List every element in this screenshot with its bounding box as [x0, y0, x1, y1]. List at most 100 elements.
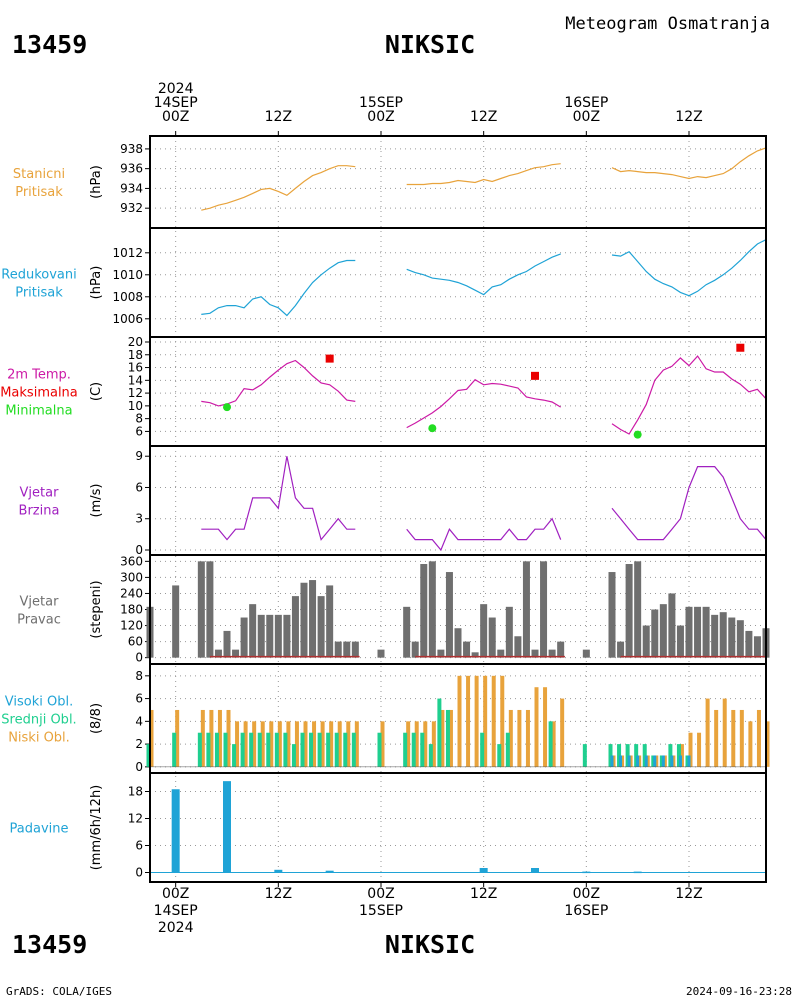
time-label-bottom: 00Z — [367, 886, 394, 902]
series-line — [201, 359, 356, 407]
panel-label: Redukovani — [1, 268, 76, 283]
wind-dir-bar — [736, 620, 744, 658]
y-tick-label: 14 — [128, 373, 143, 387]
tmin-marker — [223, 403, 231, 412]
y-tick-label: 300 — [120, 570, 143, 584]
cloud-bar — [146, 744, 151, 767]
wind-dir-bar — [351, 641, 359, 658]
y-tick-label: 4 — [135, 714, 143, 728]
cloud-bar — [517, 709, 522, 767]
cloud-bar — [303, 721, 308, 767]
cloud-bar — [644, 755, 648, 767]
wind-dir-bar — [172, 585, 180, 658]
wind-dir-bar — [582, 649, 590, 658]
y-tick-label: 240 — [120, 586, 143, 600]
y-axis-label: (mm/6h/12h) — [89, 785, 104, 871]
cloud-bar — [423, 721, 428, 767]
cloud-bar — [440, 709, 445, 767]
wind-dir-bar — [557, 641, 565, 658]
wind-dir-bar — [249, 604, 257, 658]
series-line — [406, 517, 562, 552]
panel-frame — [149, 772, 767, 883]
precip-bar — [531, 868, 539, 873]
panel-wind_direction: 0 60 120 180 240 300 360 (stepeni) Vjetar Pravac — [17, 554, 770, 665]
cloud-bar — [457, 675, 462, 767]
time-label-top: 12Z — [470, 109, 497, 125]
cloud-bar — [678, 755, 682, 767]
panel-label: Pritisak — [15, 286, 63, 301]
cloud-bar — [560, 698, 565, 767]
wind-dir-bar — [505, 606, 513, 658]
time-label-bottom: 00Z — [162, 886, 189, 902]
time-label-bottom: 14SEP — [154, 903, 198, 919]
series-line — [611, 355, 767, 435]
cloud-bar — [500, 675, 505, 767]
cloud-bar — [149, 709, 154, 767]
cloud-bar — [619, 755, 623, 767]
cloud-bar — [582, 744, 587, 767]
y-tick-label: 1012 — [112, 246, 143, 260]
precip-bar — [325, 870, 334, 873]
cloud-bar — [688, 732, 693, 767]
cloud-bar — [466, 675, 471, 767]
cloud-bar — [534, 687, 539, 767]
wind-dir-bar — [403, 606, 411, 658]
series-line — [611, 147, 767, 180]
wind-dir-bar — [420, 564, 428, 658]
cloud-bar — [687, 755, 691, 767]
station-name-top: NIKSIC — [384, 30, 476, 59]
cloud-bar — [714, 709, 719, 767]
y-axis-label: (hPa) — [89, 266, 104, 300]
cloud-bar — [722, 698, 727, 767]
cloud-bar — [437, 698, 442, 767]
y-axis-label: (hPa) — [89, 165, 104, 199]
wind-dir-bar — [676, 625, 684, 658]
cloud-bar — [448, 709, 453, 767]
cloud-bar — [260, 721, 265, 767]
cloud-bar — [320, 721, 325, 767]
wind-dir-bar — [283, 614, 291, 658]
wind-dir-bar — [214, 649, 222, 658]
time-label-bottom: 15SEP — [359, 903, 403, 919]
series-line — [201, 165, 356, 211]
y-tick-label: 1006 — [112, 312, 143, 326]
cloud-bar — [232, 744, 237, 767]
panel-label: Minimalna — [5, 404, 72, 419]
y-axis-label: (stepeni) — [89, 580, 104, 638]
panel-station_pressure: 932 934 936 938 (hPa) Stanicni Pritisak — [13, 135, 767, 229]
wind-dir-bar — [522, 561, 530, 658]
wind-dir-bar — [463, 641, 471, 658]
cloud-bar — [291, 744, 296, 767]
cloud-bar — [739, 709, 744, 767]
cloud-bar — [274, 732, 279, 767]
panel-label: Vjetar — [20, 486, 60, 501]
y-tick-label: 8 — [135, 412, 143, 426]
wind-dir-bar — [334, 641, 342, 658]
cloud-bar — [197, 732, 202, 767]
cloud-bar — [548, 721, 553, 767]
station-id-bottom: 13459 — [12, 930, 88, 959]
cloud-bar — [223, 732, 228, 767]
time-label-bottom: 00Z — [573, 886, 600, 902]
wind-dir-bar — [617, 641, 625, 658]
panel-precipitation: 0 6 12 18 (mm/6h/12h) Padavine — [10, 772, 767, 883]
wind-dir-bar — [659, 604, 667, 658]
wind-dir-bar — [445, 572, 453, 658]
wind-dir-bar — [377, 649, 385, 658]
wind-dir-bar — [480, 604, 488, 658]
y-axis-label: (m/s) — [89, 484, 104, 518]
cloud-bar — [351, 732, 356, 767]
cloud-bar — [497, 744, 502, 767]
precip-bar — [223, 781, 231, 873]
y-axis-label: (8/8) — [89, 703, 104, 734]
wind-dir-bar — [753, 636, 761, 658]
cloud-bar — [627, 755, 631, 767]
wind-dir-bar — [642, 625, 650, 658]
y-tick-label: 360 — [120, 554, 143, 568]
cloud-bar — [277, 721, 282, 767]
tmin-marker — [633, 430, 642, 439]
panel-label: Visoki Obl. — [5, 695, 73, 710]
cloud-bar — [309, 732, 314, 767]
y-tick-label: 18 — [128, 348, 143, 362]
